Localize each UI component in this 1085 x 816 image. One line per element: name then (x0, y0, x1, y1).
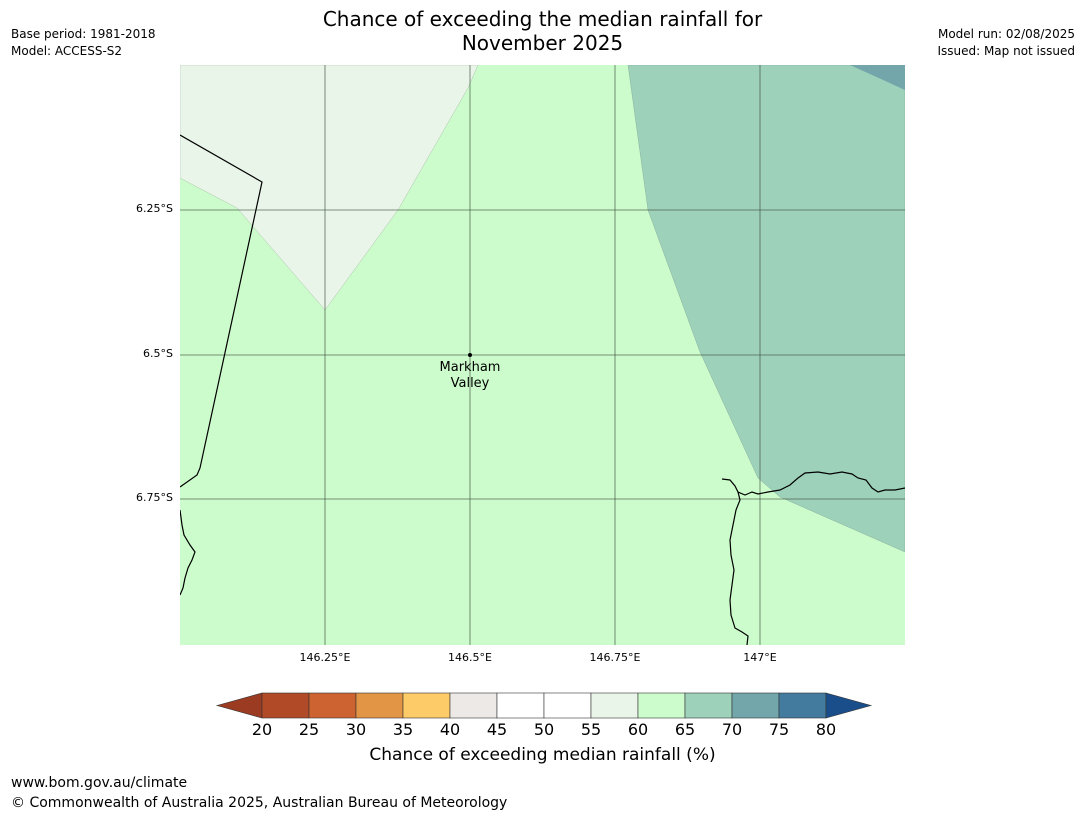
colorbar-segment (261, 692, 310, 719)
map-area (180, 65, 905, 645)
model-name: Model: ACCESS-S2 (11, 44, 123, 58)
title-line-2: November 2025 (461, 31, 624, 55)
colorbar-segment (590, 692, 639, 719)
colorbar-tick-label: 65 (674, 720, 696, 739)
band-65-70 (627, 65, 905, 553)
colorbar-tick-label: 75 (768, 720, 790, 739)
colorbar-segment (355, 692, 404, 719)
colorbar-extend-high (825, 692, 873, 719)
issued-status: Issued: Map not issued (937, 44, 1075, 58)
lat-label: 6.25°S (136, 202, 173, 215)
map-title: Chance of exceeding the median rainfall … (0, 7, 1085, 55)
colorbar-tick-label: 40 (439, 720, 461, 739)
colorbar-tick-label: 55 (580, 720, 602, 739)
place-label: Markham Valley (430, 360, 510, 392)
band-70-75 (850, 65, 905, 90)
base-period: Base period: 1981-2018 (11, 27, 156, 41)
footer-copyright: © Commonwealth of Australia 2025, Austra… (11, 795, 508, 811)
footer-url: www.bom.gov.au/climate (11, 775, 188, 791)
lat-label: 6.75°S (136, 491, 173, 504)
colorbar-tick-label: 45 (486, 720, 508, 739)
graticule (180, 65, 905, 645)
border-line (180, 134, 263, 488)
colorbar (215, 692, 873, 719)
lon-label: 146.25°E (299, 651, 351, 664)
model-run: Model run: 02/08/2025 (937, 27, 1075, 41)
coast-gulf (721, 471, 905, 496)
colorbar-segment (778, 692, 827, 719)
colorbar-tick-label: 25 (298, 720, 320, 739)
colorbar-segment (449, 692, 498, 719)
colorbar-title: Chance of exceeding median rainfall (%) (369, 745, 716, 765)
place-name-line-2: Valley (450, 376, 490, 391)
meta-left: Base period: 1981-2018 Model: ACCESS-S2 (11, 26, 156, 60)
colorbar-tick-label: 50 (533, 720, 555, 739)
colorbar-segment (637, 692, 686, 719)
meta-right: Model run: 02/08/2025 Issued: Map not is… (937, 26, 1075, 60)
lon-label: 147°E (743, 651, 777, 664)
title-line-1: Chance of exceeding the median rainfall … (322, 7, 763, 31)
colorbar-extend-low (215, 692, 263, 719)
colorbar-tick-label: 70 (721, 720, 743, 739)
colorbar-tick-label: 35 (392, 720, 414, 739)
coastline (180, 134, 905, 645)
colorbar-segment (684, 692, 733, 719)
coast-west (180, 509, 196, 596)
colorbar-tick-label: 30 (345, 720, 367, 739)
lat-label: 6.5°S (143, 347, 173, 360)
colorbar-segment (402, 692, 451, 719)
lon-label: 146.5°E (448, 651, 492, 664)
place-marker (468, 353, 472, 357)
colorbar-tick-label: 80 (815, 720, 837, 739)
colorbar-tick-label: 60 (627, 720, 649, 739)
band-55-60 (180, 65, 479, 311)
colorbar-segment (496, 692, 545, 719)
colorbar-tick-label: 20 (251, 720, 273, 739)
colorbar-segment (731, 692, 780, 719)
lon-label: 146.75°E (589, 651, 641, 664)
colorbar-segment (308, 692, 357, 719)
river-line (729, 491, 749, 645)
place-name-line-1: Markham (439, 360, 501, 375)
colorbar-segment (543, 692, 592, 719)
